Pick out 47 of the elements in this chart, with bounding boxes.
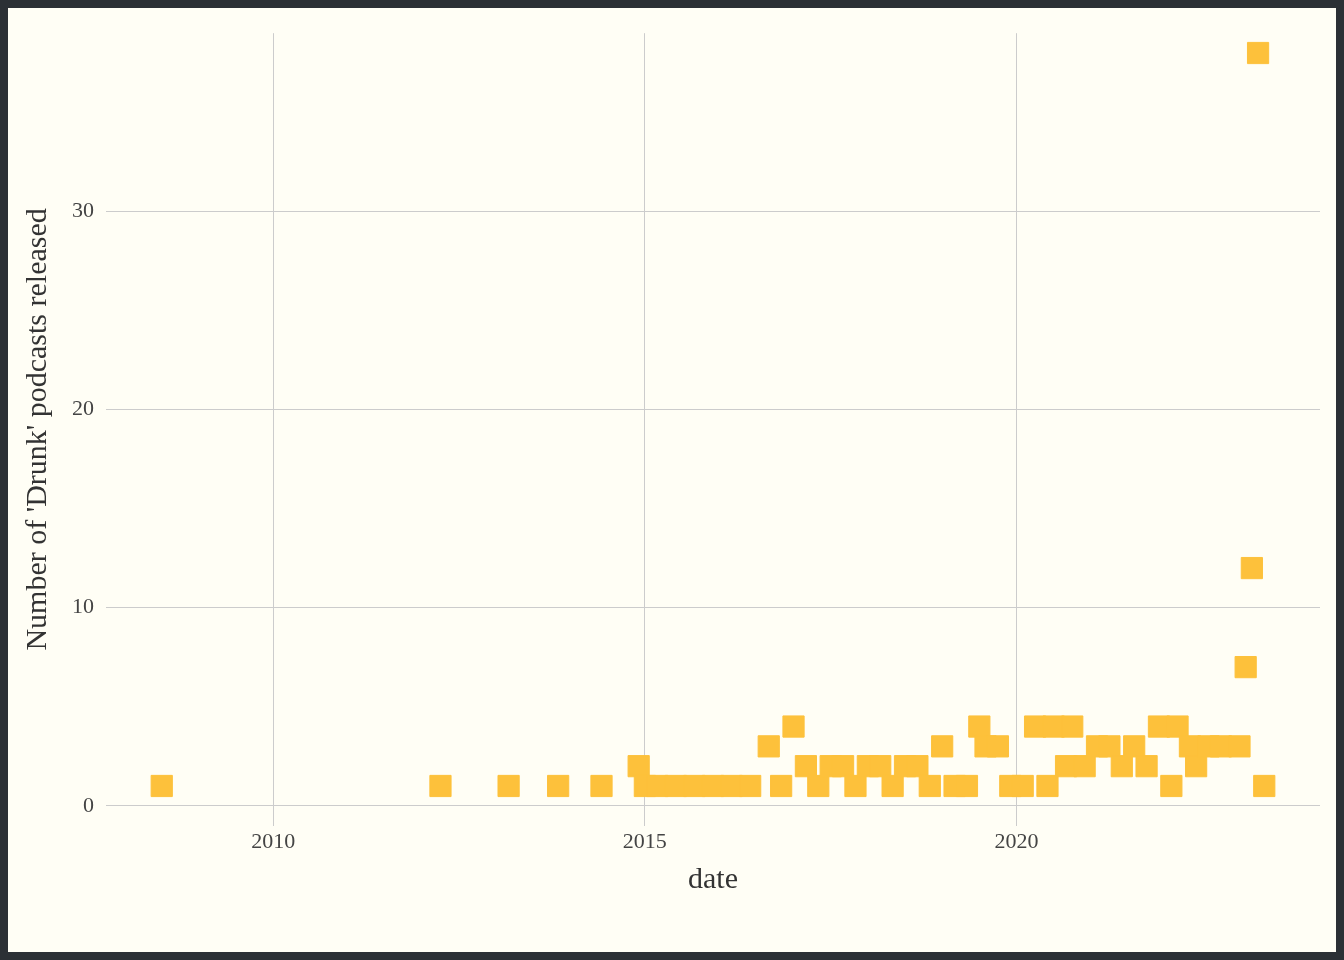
point: [1228, 735, 1251, 758]
x-tick-label: 2010: [251, 827, 296, 853]
y-tick-label: 10: [72, 593, 94, 619]
point: [1246, 41, 1270, 65]
point: [757, 735, 780, 758]
point: [1253, 774, 1276, 798]
point: [918, 774, 941, 798]
point: [881, 774, 904, 798]
point: [1011, 774, 1034, 798]
point: [1123, 735, 1146, 758]
point: [497, 774, 520, 798]
point: [547, 774, 570, 798]
y-tick-label: 20: [72, 395, 94, 421]
point: [1110, 755, 1133, 778]
point: [1036, 774, 1059, 798]
point: [1061, 715, 1084, 738]
point: [1185, 755, 1208, 778]
point: [1135, 755, 1158, 778]
point: [794, 755, 818, 778]
point: [931, 735, 954, 758]
point: [429, 774, 452, 798]
point: [1240, 556, 1263, 580]
point: [1098, 735, 1121, 758]
point: [1160, 774, 1183, 798]
x-axis-title: date: [688, 860, 738, 894]
point: [150, 774, 173, 798]
point: [1166, 715, 1189, 738]
y-tick-label: 0: [83, 791, 94, 817]
y-axis-title: Number of 'Drunk' podcasts released: [18, 208, 52, 651]
point: [770, 774, 793, 798]
y-tick-label: 30: [72, 197, 94, 223]
point: [590, 774, 613, 798]
point: [1234, 656, 1257, 679]
point: [844, 774, 867, 798]
point: [831, 755, 855, 778]
point: [1073, 755, 1096, 778]
point: [986, 735, 1010, 758]
point: [968, 715, 991, 738]
x-tick-label: 2015: [622, 827, 667, 853]
point: [807, 774, 830, 798]
point: [739, 774, 762, 798]
x-tick-label: 2020: [994, 827, 1039, 853]
point: [869, 755, 892, 778]
point: [906, 755, 929, 778]
point: [627, 755, 650, 778]
point: [955, 774, 979, 798]
point: [782, 715, 805, 738]
